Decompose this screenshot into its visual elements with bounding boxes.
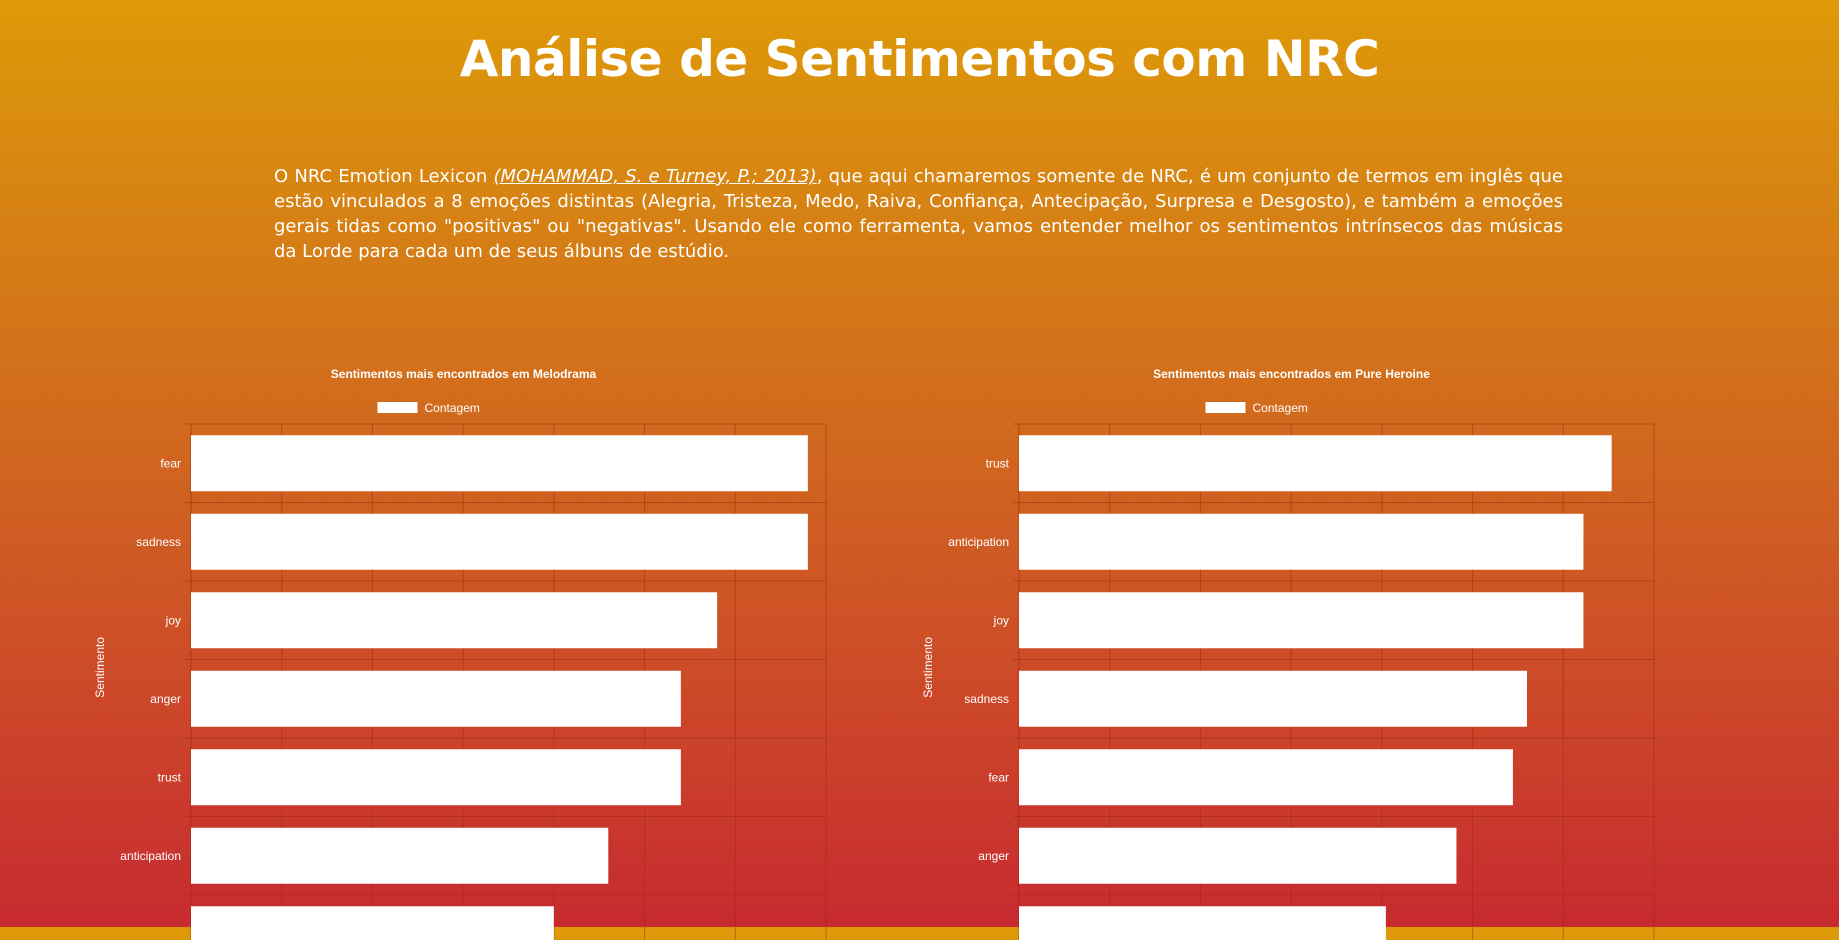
category-label: anticipation <box>120 849 181 863</box>
bar-fear[interactable] <box>1019 749 1513 806</box>
chart-title: Sentimentos mais encontrados em Pure Her… <box>1153 367 1430 381</box>
bar-anger[interactable] <box>191 670 681 727</box>
legend-label[interactable]: Contagem <box>1253 401 1308 415</box>
page-title: Análise de Sentimentos com NRC <box>459 30 1380 88</box>
category-label: fear <box>988 770 1009 784</box>
bar-anticipation[interactable] <box>1019 513 1584 570</box>
y-axis-label: Sentimento <box>93 637 107 698</box>
bar-anticipation[interactable] <box>191 827 609 884</box>
bar-joy[interactable] <box>1019 592 1584 649</box>
chart-pure-heroine: Sentimentos mais encontrados em Pure Her… <box>918 360 1758 940</box>
category-label: anger <box>150 692 181 706</box>
bar-unlabeled[interactable] <box>191 906 554 940</box>
category-label: trust <box>986 456 1010 470</box>
bar-fear[interactable] <box>191 435 808 492</box>
bar-trust[interactable] <box>191 749 681 806</box>
intro-text-end: , que aqui chamaremos somente de NRC, é … <box>274 166 1563 262</box>
category-label: anger <box>978 849 1009 863</box>
chart-title: Sentimentos mais encontrados em Melodram… <box>331 367 597 381</box>
chart-svg: Sentimentos mais encontrados em Melodram… <box>93 367 827 940</box>
category-label: fear <box>160 456 181 470</box>
bar-unlabeled[interactable] <box>1019 906 1386 940</box>
intro-text-start: O NRC Emotion Lexicon <box>274 166 494 187</box>
category-label: joy <box>165 613 181 627</box>
bar-joy[interactable] <box>191 592 718 649</box>
chart-svg: Sentimentos mais encontrados em Pure Her… <box>921 367 1655 940</box>
chart-melodrama: Sentimentos mais encontrados em Melodram… <box>90 360 930 940</box>
bar-trust[interactable] <box>1019 435 1612 492</box>
bar-sadness[interactable] <box>191 513 808 570</box>
bar-sadness[interactable] <box>1019 670 1527 727</box>
legend-label[interactable]: Contagem <box>425 401 480 415</box>
intro-paragraph: O NRC Emotion Lexicon (MOHAMMAD, S. e Tu… <box>274 164 1563 264</box>
citation-link[interactable]: (MOHAMMAD, S. e Turney, P.; 2013) <box>493 166 817 187</box>
category-label: anticipation <box>948 535 1009 549</box>
category-label: trust <box>158 770 182 784</box>
category-label: sadness <box>136 535 181 549</box>
category-label: sadness <box>964 692 1009 706</box>
legend-swatch[interactable] <box>377 402 418 413</box>
legend-swatch[interactable] <box>1205 402 1246 413</box>
bar-anger[interactable] <box>1019 827 1457 884</box>
category-label: joy <box>993 613 1009 627</box>
y-axis-label: Sentimento <box>921 637 935 698</box>
